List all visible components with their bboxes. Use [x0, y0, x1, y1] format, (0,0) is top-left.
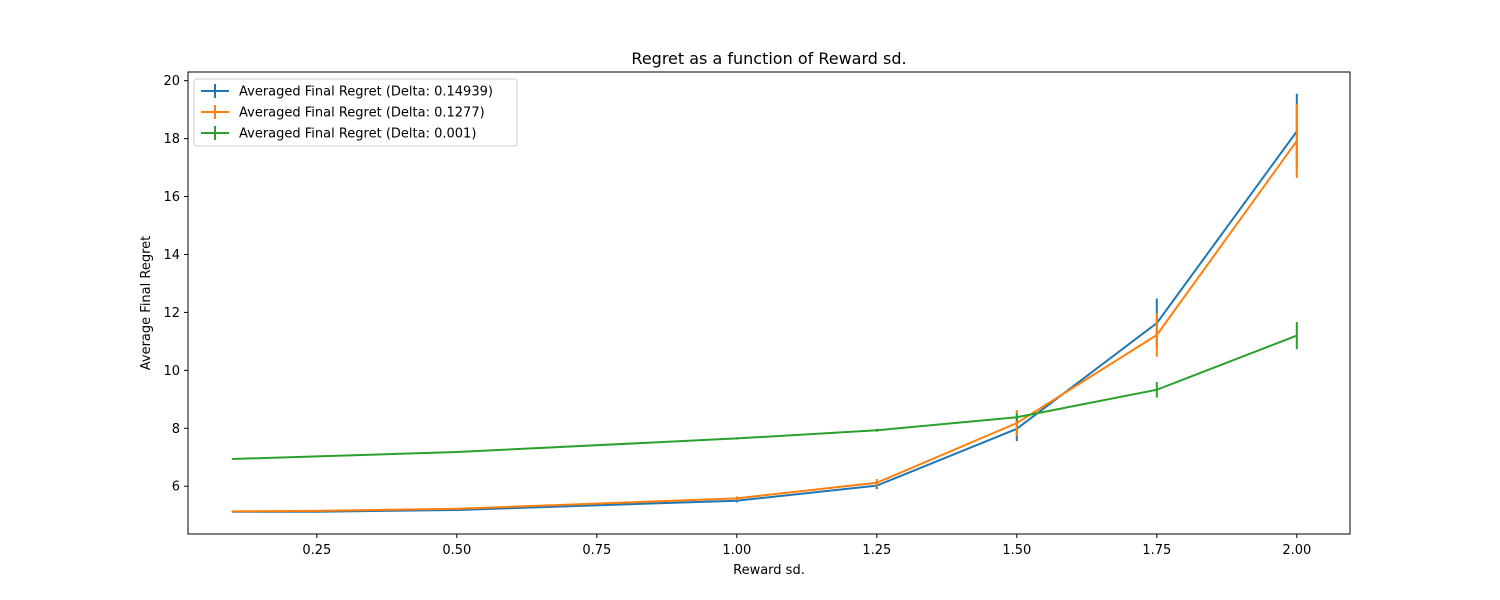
plot-area	[231, 93, 1298, 513]
series-2	[231, 103, 1298, 513]
y-tick-label: 10	[163, 364, 180, 379]
x-tick-label: 2.00	[1282, 543, 1311, 558]
series-3	[231, 321, 1298, 460]
data-point	[231, 510, 234, 513]
data-point	[315, 509, 318, 512]
data-point	[1295, 139, 1298, 142]
y-axis: 6 8 10 12 14 16 18 20	[163, 74, 188, 495]
series-1	[231, 93, 1298, 513]
data-point	[735, 437, 738, 440]
data-point	[1015, 416, 1018, 419]
legend-label: Averaged Final Regret (Delta: 0.001)	[239, 127, 476, 142]
series-3-line	[232, 334, 1298, 460]
legend: Averaged Final Regret (Delta: 0.14939) Av…	[193, 78, 518, 147]
data-point	[455, 451, 458, 454]
x-tick-label: 0.75	[582, 543, 611, 558]
data-point	[231, 457, 234, 460]
x-tick-label: 1.25	[862, 543, 891, 558]
y-tick-label: 8	[172, 422, 180, 437]
legend-item: Averaged Final Regret (Delta: 0.1277)	[201, 105, 485, 121]
chart-title: Regret as a function of Reward sd.	[631, 49, 906, 68]
data-point	[1155, 334, 1158, 337]
data-point	[315, 455, 318, 458]
data-point	[1015, 422, 1018, 425]
y-tick-label: 20	[163, 74, 180, 89]
legend-box	[193, 78, 518, 147]
data-point	[875, 481, 878, 484]
y-tick-label: 12	[163, 306, 180, 321]
x-tick-label: 0.25	[302, 543, 331, 558]
x-tick-label: 1.50	[1002, 543, 1031, 558]
y-tick-label: 18	[163, 132, 180, 147]
x-tick-label: 1.75	[1142, 543, 1171, 558]
data-point	[1295, 334, 1298, 337]
y-tick-label: 16	[163, 190, 180, 205]
data-point	[735, 497, 738, 500]
legend-item: Averaged Final Regret (Delta: 0.001)	[201, 126, 476, 142]
plot-frame	[187, 71, 1351, 535]
data-point	[455, 507, 458, 510]
y-tick-label: 14	[163, 248, 180, 263]
data-point	[875, 429, 878, 432]
legend-item: Averaged Final Regret (Delta: 0.14939)	[201, 84, 493, 100]
series-2-line	[232, 140, 1298, 513]
legend-label: Averaged Final Regret (Delta: 0.14939)	[239, 85, 493, 100]
y-tick-label: 6	[172, 480, 180, 495]
x-tick-label: 0.50	[442, 543, 471, 558]
y-axis-label: Average Final Regret	[139, 236, 154, 370]
data-point	[1155, 388, 1158, 391]
x-axis: 0.25 0.50 0.75 1.00 1.25 1.50 1.75 2.00	[302, 534, 1311, 558]
x-tick-label: 1.00	[722, 543, 751, 558]
x-axis-label: Reward sd.	[733, 563, 805, 578]
legend-label: Averaged Final Regret (Delta: 0.1277)	[239, 106, 485, 121]
